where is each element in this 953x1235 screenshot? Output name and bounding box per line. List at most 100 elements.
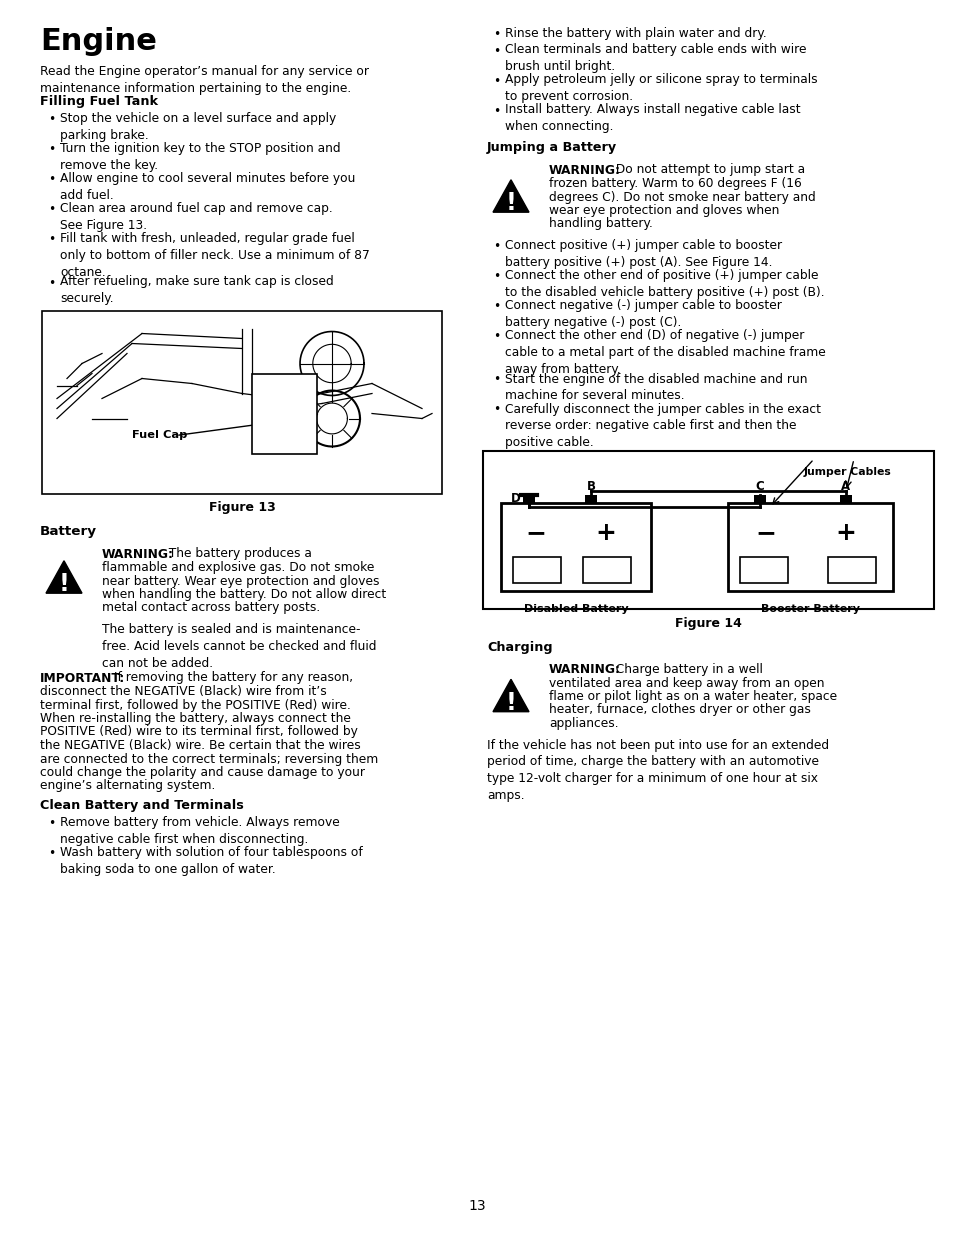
Text: IMPORTANT:: IMPORTANT: [40,672,125,684]
Text: Carefully disconnect the jumper cables in the exact
reverse order: negative cabl: Carefully disconnect the jumper cables i… [504,403,821,450]
Text: •: • [48,143,55,156]
Text: terminal first, followed by the POSITIVE (Red) wire.: terminal first, followed by the POSITIVE… [40,699,351,711]
Text: Turn the ignition key to the STOP position and
remove the key.: Turn the ignition key to the STOP positi… [60,142,340,172]
Text: C: C [755,480,763,493]
Bar [740,557,787,583]
Text: degrees C). Do not smoke near battery and: degrees C). Do not smoke near battery an… [548,190,815,204]
Text: Remove battery from vehicle. Always remove
negative cable first when disconnecti: Remove battery from vehicle. Always remo… [60,816,339,846]
Text: •: • [48,847,55,860]
Text: !: ! [505,191,516,215]
Text: The battery produces a: The battery produces a [161,547,312,561]
Text: Charge battery in a well: Charge battery in a well [607,663,762,676]
Text: Booster Battery: Booster Battery [760,604,859,614]
Text: •: • [493,330,499,343]
Text: •: • [493,74,499,88]
Text: when handling the battery. Do not allow direct: when handling the battery. Do not allow … [102,588,386,601]
Text: engine’s alternating system.: engine’s alternating system. [40,779,215,793]
Text: Filling Fuel Tank: Filling Fuel Tank [40,95,158,107]
Text: Install battery. Always install negative cable last
when connecting.: Install battery. Always install negative… [504,104,800,133]
Text: Allow engine to cool several minutes before you
add fuel.: Allow engine to cool several minutes bef… [60,172,355,201]
Text: B: B [586,480,595,493]
Text: Jumper Cables: Jumper Cables [803,467,891,477]
Text: frozen battery. Warm to 60 degrees F (16: frozen battery. Warm to 60 degrees F (16 [548,177,801,190]
Text: POSITIVE (Red) wire to its terminal first, followed by: POSITIVE (Red) wire to its terminal firs… [40,725,357,739]
Text: •: • [493,28,499,41]
Bar [42,310,441,494]
Bar [500,503,650,592]
Text: If the vehicle has not been put into use for an extended
period of time, charge : If the vehicle has not been put into use… [486,739,828,802]
Text: flame or pilot light as on a water heater, space: flame or pilot light as on a water heate… [548,690,836,703]
Text: •: • [493,44,499,58]
Text: metal contact across battery posts.: metal contact across battery posts. [102,601,320,615]
Bar [753,495,765,503]
Text: •: • [493,373,499,387]
Text: Charging: Charging [486,641,552,655]
Text: WARNING:: WARNING: [548,663,620,676]
Bar [522,495,535,503]
Text: Connect the other end of positive (+) jumper cable
to the disabled vehicle batte: Connect the other end of positive (+) ju… [504,269,823,299]
Text: Fuel Cap: Fuel Cap [132,431,187,441]
Text: A: A [841,480,850,493]
Text: Wash battery with solution of four tablespoons of
baking soda to one gallon of w: Wash battery with solution of four table… [60,846,362,876]
Text: •: • [48,277,55,289]
Text: Read the Engine operator’s manual for any service or
maintenance information per: Read the Engine operator’s manual for an… [40,65,369,95]
Text: flammable and explosive gas. Do not smoke: flammable and explosive gas. Do not smok… [102,561,374,574]
Text: Do not attempt to jump start a: Do not attempt to jump start a [607,163,804,177]
Text: −: − [755,521,776,545]
Text: •: • [48,818,55,830]
Text: appliances.: appliances. [548,718,618,730]
Text: Disabled Battery: Disabled Battery [523,604,628,614]
Text: D: D [511,492,520,505]
Text: could change the polarity and cause damage to your: could change the polarity and cause dama… [40,766,365,779]
Text: !: ! [505,690,516,715]
Text: •: • [493,240,499,253]
Text: The battery is sealed and is maintenance-
free. Acid levels cannot be checked an: The battery is sealed and is maintenance… [102,622,376,669]
Text: wear eye protection and gloves when: wear eye protection and gloves when [548,204,779,217]
Text: If removing the battery for any reason,: If removing the battery for any reason, [110,672,353,684]
Text: Connect negative (-) jumper cable to booster
battery negative (-) post (C).: Connect negative (-) jumper cable to boo… [504,299,781,329]
Text: Figure 13: Figure 13 [209,501,275,515]
Text: Stop the vehicle on a level surface and apply
parking brake.: Stop the vehicle on a level surface and … [60,112,335,142]
Polygon shape [493,679,529,711]
Text: are connected to the correct terminals; reversing them: are connected to the correct terminals; … [40,752,377,766]
Text: •: • [48,203,55,216]
Text: Rinse the battery with plain water and dry.: Rinse the battery with plain water and d… [504,27,766,40]
Text: WARNING:: WARNING: [548,163,620,177]
Bar [482,451,933,609]
Text: Clean terminals and battery cable ends with wire
brush until bright.: Clean terminals and battery cable ends w… [504,43,805,73]
Text: Connect the other end (D) of negative (-) jumper
cable to a metal part of the di: Connect the other end (D) of negative (-… [504,329,825,375]
Text: •: • [493,105,499,117]
Bar [513,557,560,583]
Text: Jumping a Battery: Jumping a Battery [486,142,617,154]
Polygon shape [46,561,82,593]
Text: •: • [48,112,55,126]
Text: •: • [493,270,499,283]
Text: •: • [48,173,55,186]
Polygon shape [493,180,529,212]
Text: Start the engine of the disabled machine and run
machine for several minutes.: Start the engine of the disabled machine… [504,373,806,403]
Bar [827,557,875,583]
Text: Connect positive (+) jumper cable to booster
battery positive (+) post (A). See : Connect positive (+) jumper cable to boo… [504,240,781,269]
Text: Apply petroleum jelly or silicone spray to terminals
to prevent corrosion.: Apply petroleum jelly or silicone spray … [504,74,817,104]
Text: +: + [835,521,856,545]
Text: −: − [525,521,546,545]
Text: near battery. Wear eye protection and gloves: near battery. Wear eye protection and gl… [102,574,379,588]
Text: •: • [493,404,499,416]
Text: heater, furnace, clothes dryer or other gas: heater, furnace, clothes dryer or other … [548,704,810,716]
Text: After refueling, make sure tank cap is closed
securely.: After refueling, make sure tank cap is c… [60,275,334,305]
Text: the NEGATIVE (Black) wire. Be certain that the wires: the NEGATIVE (Black) wire. Be certain th… [40,739,360,752]
Bar [840,495,851,503]
Text: •: • [48,233,55,246]
Text: Clean area around fuel cap and remove cap.
See Figure 13.: Clean area around fuel cap and remove ca… [60,203,333,232]
Text: Engine: Engine [40,27,156,56]
Text: !: ! [58,572,70,597]
Text: When re-installing the battery, always connect the: When re-installing the battery, always c… [40,713,351,725]
Text: •: • [493,300,499,312]
Text: Battery: Battery [40,526,97,538]
Text: Figure 14: Figure 14 [675,618,741,630]
Text: handling battery.: handling battery. [548,217,652,231]
Text: disconnect the NEGATIVE (Black) wire from it’s: disconnect the NEGATIVE (Black) wire fro… [40,685,327,698]
Bar [727,503,892,592]
Bar [584,495,597,503]
Text: Fill tank with fresh, unleaded, regular grade fuel
only to bottom of filler neck: Fill tank with fresh, unleaded, regular … [60,232,370,279]
